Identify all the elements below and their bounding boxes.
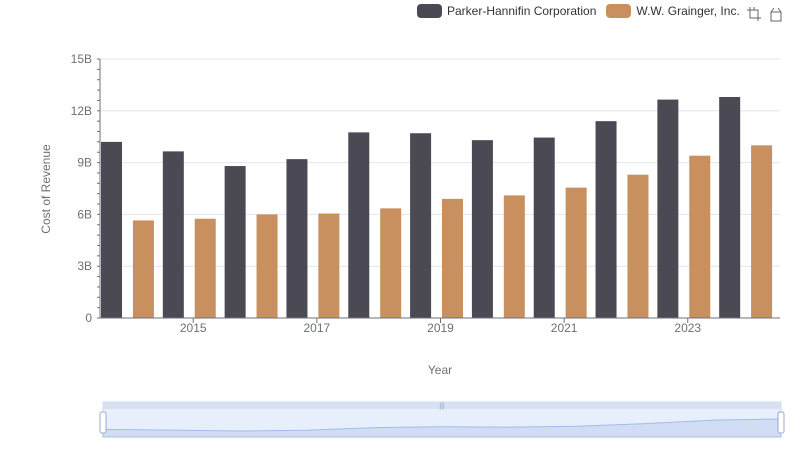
y-tick-label: 12B [71, 104, 92, 118]
x-tick-label: 2023 [674, 321, 701, 335]
y-tick-label: 9B [77, 156, 92, 170]
legend-item-grainger[interactable]: W.W. Grainger, Inc. [606, 4, 740, 18]
zoom-preview-area [102, 418, 782, 438]
legend: Parker-Hannifin Corporation W.W. Grainge… [417, 4, 750, 18]
bar-parker-2021[interactable] [533, 137, 555, 318]
bar-parker-2015[interactable] [162, 151, 184, 318]
bar-parker-2014[interactable] [101, 141, 122, 318]
x-tick-label: 2019 [427, 321, 454, 335]
bar-parker-2022[interactable] [595, 121, 617, 318]
zoom-grip-icon: ||| [439, 403, 445, 410]
legend-label: W.W. Grainger, Inc. [636, 4, 740, 18]
y-tick-label: 3B [77, 259, 92, 273]
y-axis-title: Cost of Revenue [39, 144, 53, 234]
bar-parker-2018[interactable] [348, 132, 370, 318]
bar-grainger-2017[interactable] [318, 213, 340, 318]
bar-parker-2016[interactable] [224, 166, 246, 318]
legend-swatch-parker [417, 4, 442, 18]
zoom-handle-right[interactable] [777, 411, 785, 434]
restore-icon[interactable] [768, 6, 784, 22]
bar-parker-2020[interactable] [471, 140, 493, 318]
bar-grainger-2022[interactable] [627, 174, 649, 318]
bar-grainger-2019[interactable] [442, 198, 463, 318]
y-tick-label: 0 [85, 311, 92, 325]
toolbox [746, 6, 784, 22]
bar-grainger-2016[interactable] [256, 214, 278, 318]
bar-grainger-2020[interactable] [503, 195, 525, 318]
bar-grainger-2021[interactable] [565, 187, 587, 318]
x-tick-label: 2017 [304, 321, 331, 335]
bar-grainger-2023[interactable] [689, 155, 711, 318]
bar-grainger-2015[interactable] [194, 218, 216, 318]
zoom-handle-left[interactable] [99, 411, 107, 434]
zoom-move-handle[interactable] [103, 402, 781, 409]
x-tick-label: 2015 [180, 321, 207, 335]
legend-label: Parker-Hannifin Corporation [447, 4, 597, 18]
x-axis-title: Year [428, 363, 452, 377]
y-tick-label: 15B [71, 52, 92, 66]
y-axis-ticks: 0 3B 6B 9B 12B 15B [71, 52, 101, 325]
bars [101, 96, 773, 319]
bar-parker-2017[interactable] [286, 159, 308, 318]
bar-grainger-2014[interactable] [132, 220, 154, 318]
bar-parker-2023[interactable] [657, 99, 679, 319]
x-tick-label: 2021 [551, 321, 578, 335]
legend-swatch-grainger [606, 4, 632, 18]
x-axis: 2015 2017 2019 2021 2023 [100, 317, 780, 335]
bar-parker-2024[interactable] [719, 96, 741, 318]
y-tick-label: 6B [77, 207, 92, 221]
legend-item-parker-hannifin[interactable]: Parker-Hannifin Corporation [417, 4, 596, 18]
bar-parker-2019[interactable] [410, 133, 432, 318]
bar-grainger-2024[interactable] [751, 145, 773, 318]
data-zoom-slider[interactable]: ||| [99, 401, 785, 438]
zoom-select-icon[interactable] [746, 6, 762, 22]
bar-grainger-2018[interactable] [380, 208, 402, 318]
